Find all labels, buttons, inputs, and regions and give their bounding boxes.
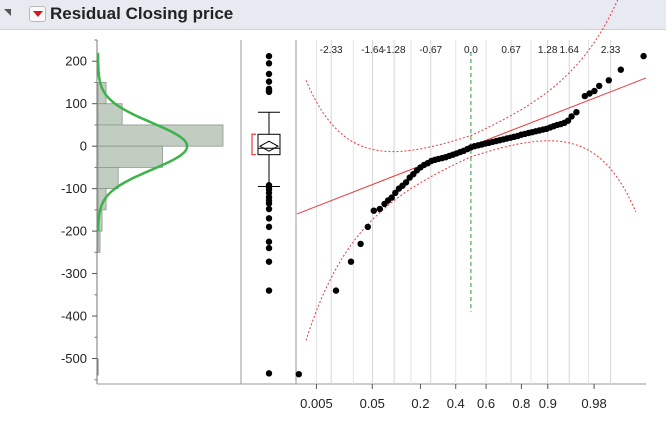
top-axis-label: 0.0 [464,45,478,56]
y-tick-label: -200 [61,224,87,239]
y-tick-label: 200 [65,54,87,69]
box-outlier-point [265,223,273,231]
quantile-point [568,113,575,120]
top-axis-label: 2.33 [601,45,621,56]
bottom-axis-label: 0.98 [581,396,606,411]
bottom-axis-label: 0.005 [300,396,333,411]
histogram [96,52,224,376]
lower-confidence-band [305,140,637,341]
quantile-axes: -2.33 -1.64-1.28 -0.67 0.0 0.67 1.28 1.64 2.33 0… [300,45,621,411]
quantile-point [596,82,603,90]
quantile-point [573,109,580,116]
quantile-point [564,117,572,124]
box-outlier-point [265,238,273,245]
box-outlier-point [265,60,273,67]
box-outlier-point [265,244,273,252]
box-outlier-point [265,70,273,78]
top-axis-label: 1.28 [538,45,558,56]
quantile-point [617,66,624,73]
quantile-point [370,207,377,214]
report-title: Residual Closing price [50,4,234,23]
red-triangle-menu-icon[interactable] [29,6,46,22]
box-outlier-point [265,287,273,294]
y-tick-label: 100 [65,96,87,111]
bottom-axis-label: 0.4 [447,396,465,411]
bottom-axis-label: 0.6 [477,396,495,411]
y-axis: 200 100 0 -100 -200 -300 -400 -500 [61,39,97,381]
normal-quantile-plot [295,0,647,378]
top-axis-label: -1.64 [361,45,384,56]
box-outlier-point [265,370,273,377]
disclosure-triangle-icon[interactable] [4,9,11,16]
box-outlier-point [265,78,273,85]
histogram-bar [97,230,101,253]
box-outlier-point [265,258,273,265]
bottom-axis-label: 0.8 [512,396,530,411]
bottom-axis-label: 0.9 [539,396,557,411]
box-iqr [257,133,281,156]
box-outlier-point [265,215,273,222]
top-axis-label: -0.67 [419,45,442,56]
histogram-bar [97,145,163,168]
top-axis-label: 1.64 [560,45,580,56]
y-tick-label: -400 [61,309,87,324]
upper-confidence-band [305,0,619,153]
quantile-point [332,287,340,294]
y-tick-label: -300 [61,266,87,281]
quantile-point [392,189,399,197]
quantile-point [347,258,355,265]
y-tick-label: 0 [80,139,87,154]
normal-density-curve [96,52,189,232]
top-axis-label: -1.28 [383,45,406,56]
y-tick-label: -100 [61,181,87,196]
shortest-half-bracket [251,133,256,156]
top-axis-label: -2.33 [320,45,343,56]
bottom-axis-label: 0.2 [411,396,429,411]
bottom-axis-label: 0.05 [360,396,385,411]
quantile-gridlines [315,40,612,384]
quantile-point [295,371,302,378]
quantile-point [388,194,395,201]
quantile-point [364,223,371,231]
quantile-point [640,52,647,60]
plot-frames [96,40,646,385]
top-axis-label: 0.67 [501,45,521,56]
report-header: Residual Closing price [0,0,666,30]
outlier-box-plot [251,52,281,377]
quantile-point [586,90,593,97]
quantile-point [402,179,410,186]
quantile-point [357,240,364,248]
quantile-point [591,87,598,95]
quantile-point [581,92,588,100]
mean-diamond [258,140,280,152]
box-outlier-point [265,52,273,60]
y-tick-label: -500 [61,351,87,366]
quantile-point [605,77,612,84]
box-outlier-point [265,200,273,207]
box-outlier-point [265,205,273,213]
box-outlier-point [265,87,273,95]
histogram-bar [97,167,119,190]
histogram-bar [97,124,224,147]
quantile-point [376,205,383,213]
